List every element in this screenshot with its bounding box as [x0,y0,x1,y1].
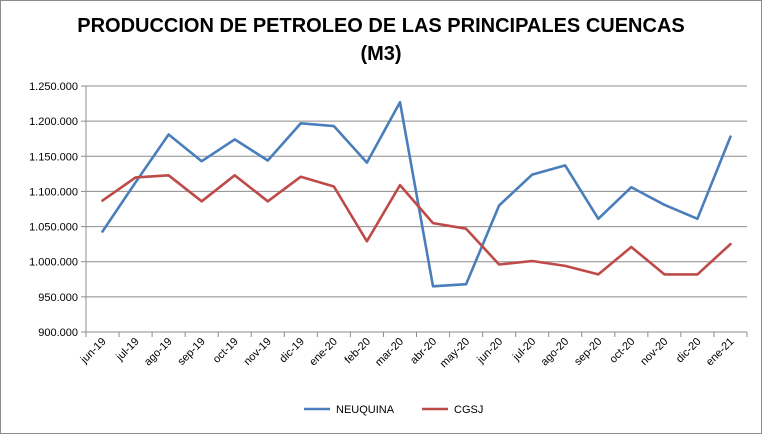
x-tick-label: ago-19 [142,336,175,369]
x-tick-label: dic-19 [277,336,307,366]
x-tick-label: oct-20 [607,336,637,366]
gridlines [86,85,747,333]
x-tick-label: abr-20 [408,336,439,367]
y-tick-label: 1.100.000 [29,186,78,198]
y-tick-label: 1.050.000 [29,222,78,234]
x-tick-label: nov-19 [242,336,274,368]
x-tick-label: feb-20 [342,336,373,367]
series-lines [101,100,732,288]
x-tick-label: ene-20 [307,336,340,369]
chart-subtitle: (M3) [360,43,402,65]
axes [85,86,747,333]
x-axis-ticks: jun-19 jul-19 ago-19 sep-19 oct-19 nov-19 dic-… [78,332,748,370]
x-tick-label: ago-20 [539,336,572,369]
y-axis-ticks: 900.000 950.000 1.000.000 1.050.000 1.100.00… [29,81,86,339]
chart-title-block: PRODUCCION DE PETROLEO DE LAS PRINCIPALE… [0,12,762,68]
y-tick-label: 950.000 [38,292,78,304]
x-tick-label: jun-20 [474,336,505,367]
y-tick-label: 1.250.000 [29,81,78,93]
y-tick-label: 1.200.000 [29,116,78,128]
chart-title: PRODUCCION DE PETROLEO DE LAS PRINCIPALE… [77,15,685,37]
x-tick-label: sep-19 [176,336,208,368]
y-tick-label: 1.150.000 [29,151,78,163]
x-tick-label: jul-20 [510,336,538,364]
legend-label: NEUQUINA [336,404,395,416]
x-tick-label: jun-19 [78,336,109,367]
x-tick-label: jul-19 [113,336,141,364]
x-tick-label: may-20 [438,336,472,370]
x-tick-label: ene-21 [704,336,737,369]
x-tick-label: sep-20 [572,336,604,368]
x-tick-label: oct-19 [211,336,241,366]
series-line-neuquina [101,100,732,288]
x-tick-label: mar-20 [373,336,406,369]
legend-label: CGSJ [454,404,483,416]
series-line-cgsj [101,174,732,276]
x-tick-label: dic-20 [674,336,704,366]
y-tick-label: 1.000.000 [29,257,78,269]
x-tick-label: nov-20 [638,336,670,368]
legend: NEUQUINA CGSJ [304,404,483,416]
y-tick-label: 900.000 [38,327,78,339]
